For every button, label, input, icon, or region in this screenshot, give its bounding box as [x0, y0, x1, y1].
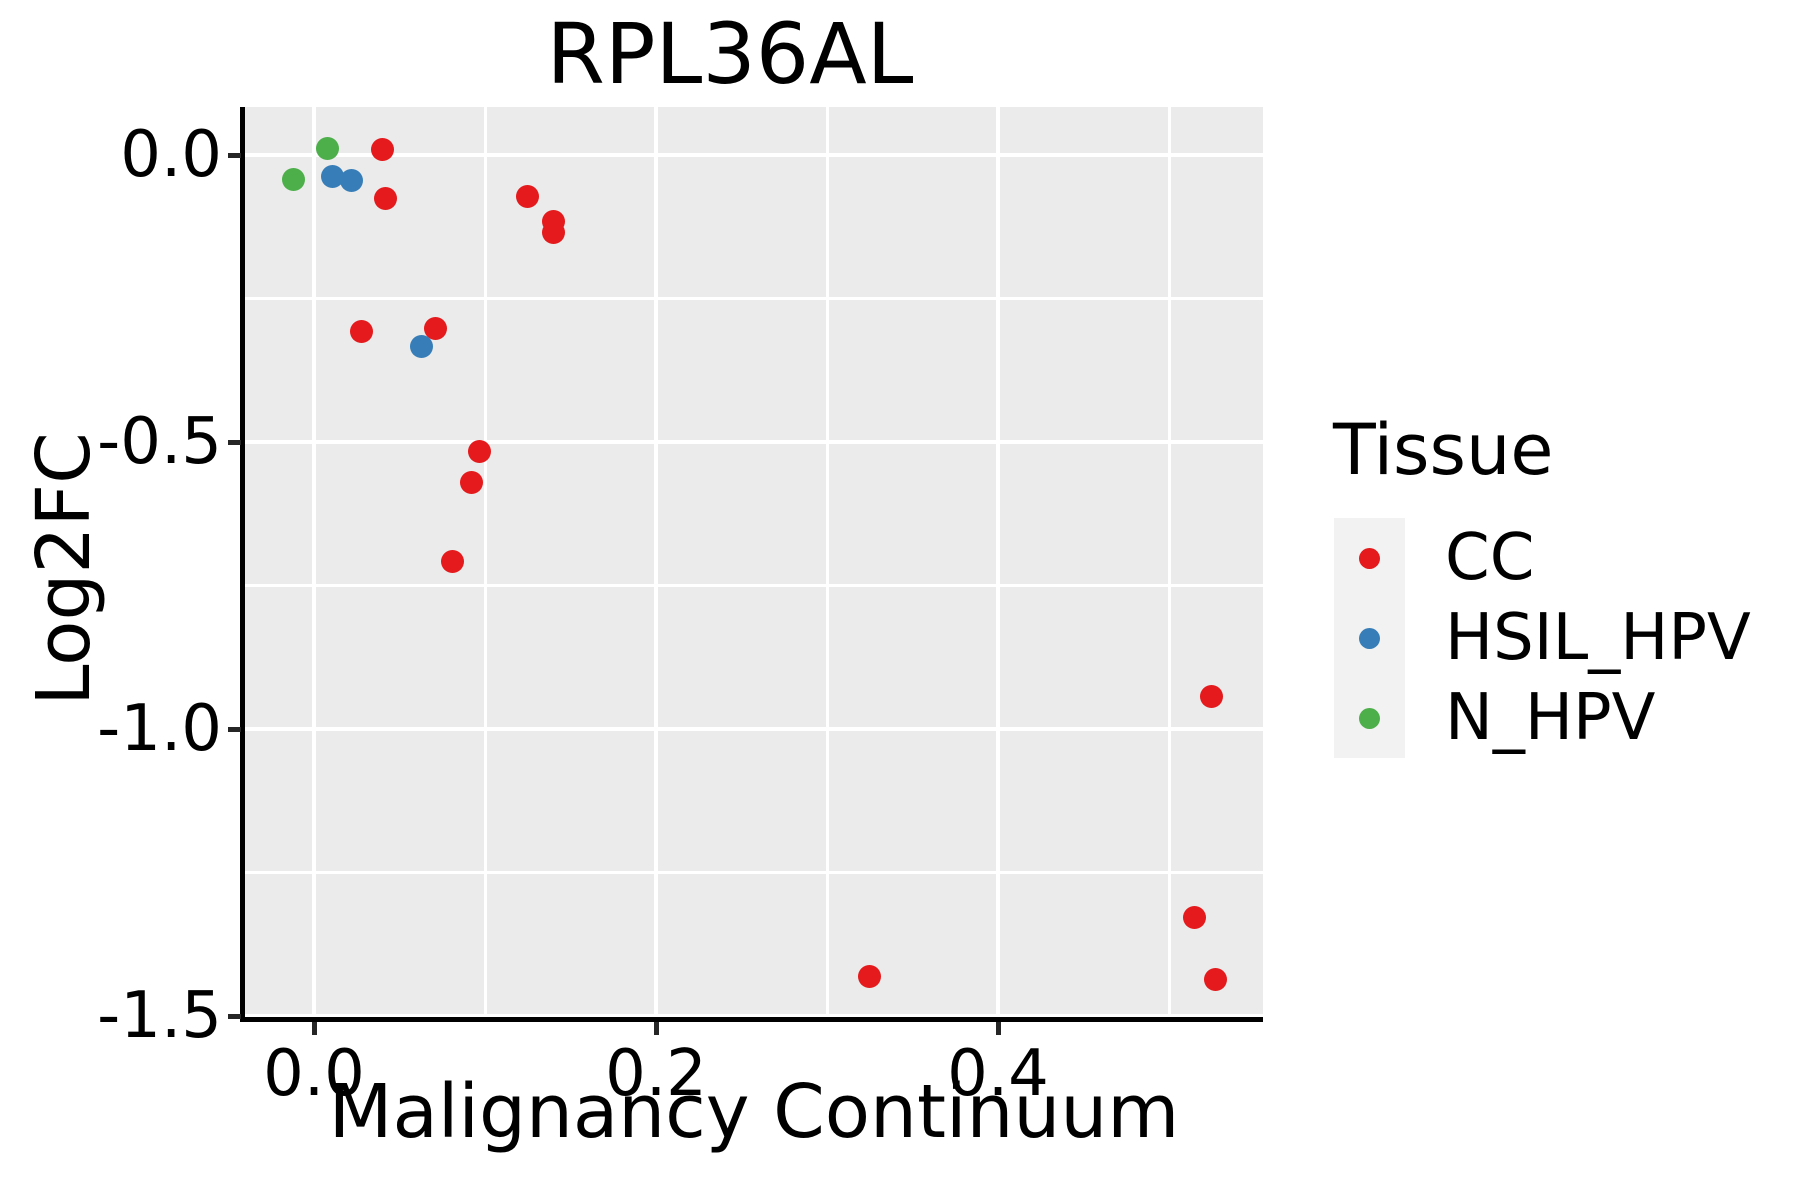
y-major-gridline	[245, 440, 1263, 444]
data-point-cc	[468, 439, 492, 463]
x-minor-gridline	[483, 107, 487, 1020]
x-tick-mark	[311, 1022, 317, 1035]
data-point-n_hpv	[316, 136, 340, 160]
legend-item-label: CC	[1445, 521, 1535, 595]
x-major-gridline	[654, 107, 658, 1020]
data-point-n_hpv	[281, 167, 305, 191]
data-point-hsil_hpv	[410, 335, 434, 359]
y-tick-label: 0.0	[120, 118, 222, 192]
y-minor-gridline	[245, 584, 1263, 587]
x-minor-gridline	[825, 107, 829, 1020]
x-tick-mark	[653, 1022, 659, 1035]
data-point-cc	[516, 185, 540, 209]
data-point-hsil_hpv	[321, 165, 345, 189]
y-minor-gridline	[245, 871, 1263, 874]
x-tick-label: 0.0	[263, 1037, 365, 1111]
x-axis-line	[240, 1017, 1263, 1022]
data-point-cc	[858, 965, 882, 989]
legend-key	[1334, 518, 1405, 598]
data-point-cc	[441, 550, 464, 574]
plot-title: RPL36AL	[546, 5, 914, 103]
legend-item-label: N_HPV	[1445, 681, 1656, 755]
x-tick-mark	[995, 1022, 1001, 1035]
legend-swatch-n_hpv	[1359, 707, 1380, 729]
y-tick-label: -0.5	[97, 405, 222, 479]
data-point-cc	[459, 470, 483, 494]
data-point-cc	[350, 320, 374, 344]
y-tick-mark	[228, 152, 241, 158]
y-tick-label: -1.0	[97, 692, 222, 766]
y-major-gridline	[245, 1014, 1263, 1018]
data-point-cc	[541, 220, 565, 244]
y-tick-label: -1.5	[97, 979, 222, 1053]
legend-item-label: HSIL_HPV	[1445, 601, 1751, 675]
x-tick-label: 0.2	[605, 1037, 707, 1111]
legend-swatch-cc	[1359, 547, 1380, 569]
x-tick-label: 0.4	[947, 1037, 1049, 1111]
y-minor-gridline	[245, 297, 1263, 300]
plot-panel	[245, 107, 1263, 1020]
legend-swatch-hsil_hpv	[1359, 627, 1380, 649]
x-major-gridline	[996, 107, 1000, 1020]
x-minor-gridline	[1167, 107, 1171, 1020]
y-tick-mark	[228, 439, 241, 445]
data-point-cc	[1200, 685, 1224, 709]
y-axis-line	[240, 107, 245, 1022]
legend-title: Tissue	[1333, 409, 1554, 491]
y-tick-mark	[228, 726, 241, 732]
y-tick-mark	[228, 1013, 241, 1019]
x-major-gridline	[312, 107, 316, 1020]
data-point-cc	[370, 137, 394, 161]
y-major-gridline	[245, 727, 1263, 731]
data-point-hsil_hpv	[340, 168, 364, 192]
x-axis-label: Malignancy Continuum	[328, 1069, 1180, 1155]
data-point-cc	[374, 186, 398, 210]
data-point-cc	[1183, 905, 1207, 929]
legend-key	[1334, 678, 1405, 758]
legend-key	[1334, 598, 1405, 678]
data-point-cc	[1203, 967, 1227, 991]
data-point-cc	[423, 317, 447, 341]
y-major-gridline	[245, 153, 1263, 157]
